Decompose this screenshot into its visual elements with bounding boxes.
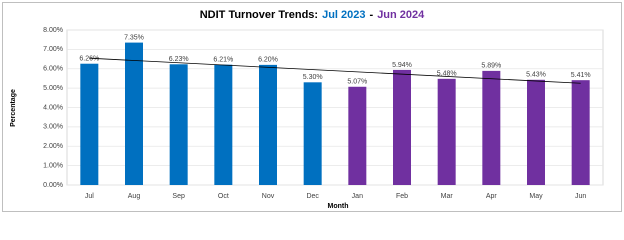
x-tick-label: Nov bbox=[262, 193, 275, 200]
bar bbox=[214, 64, 233, 185]
title-part: Jul 2023 bbox=[322, 9, 365, 21]
x-tick-label: Apr bbox=[486, 193, 498, 200]
x-tick-label: Jul bbox=[85, 193, 94, 200]
x-tick-label: Oct bbox=[218, 193, 229, 200]
title-part: NDIT Turnover Trends: bbox=[200, 9, 318, 21]
bar bbox=[348, 86, 367, 185]
trendline bbox=[89, 57, 581, 84]
value-label: 6.20% bbox=[258, 57, 278, 64]
bar bbox=[80, 63, 99, 185]
bar bbox=[393, 69, 411, 185]
x-tick-label: Dec bbox=[306, 193, 319, 200]
x-tick-label: Jan bbox=[352, 193, 363, 200]
bar bbox=[482, 70, 501, 185]
y-tick-label: 4.00% bbox=[43, 104, 63, 111]
value-label: 5.41% bbox=[571, 72, 591, 79]
value-label: 5.94% bbox=[392, 62, 412, 69]
x-tick-label: Mar bbox=[441, 193, 454, 200]
y-tick-label: 3.00% bbox=[43, 124, 63, 131]
value-label: 5.89% bbox=[481, 63, 501, 70]
x-tick-label: Sep bbox=[172, 193, 185, 200]
bar bbox=[437, 78, 456, 185]
x-tick-label: Jun bbox=[575, 193, 586, 200]
y-tick-label: 7.00% bbox=[43, 46, 63, 53]
value-label: 5.48% bbox=[437, 71, 457, 78]
bar bbox=[169, 64, 188, 185]
value-label: 5.30% bbox=[303, 74, 323, 81]
value-label: 6.21% bbox=[213, 57, 233, 64]
chart-title: NDIT Turnover Trends: Jul 2023- Jun 2024 bbox=[200, 9, 425, 21]
x-axis-title: Month bbox=[328, 203, 349, 210]
bar bbox=[527, 79, 545, 185]
value-label: 5.07% bbox=[347, 79, 367, 86]
y-tick-label: 6.00% bbox=[43, 66, 63, 73]
value-label: 7.35% bbox=[124, 34, 144, 41]
y-tick-label: 2.00% bbox=[43, 143, 63, 150]
bar bbox=[125, 42, 143, 185]
title-part: Jun 2024 bbox=[377, 9, 425, 21]
bar bbox=[571, 80, 590, 185]
x-tick-label: Aug bbox=[128, 193, 141, 200]
y-tick-label: 1.00% bbox=[43, 162, 63, 169]
y-axis-title: Percentage bbox=[10, 89, 17, 127]
value-label: 6.26% bbox=[79, 56, 99, 63]
bar bbox=[303, 82, 322, 185]
y-tick-label: 8.00% bbox=[43, 27, 63, 34]
value-label: 5.43% bbox=[526, 72, 546, 79]
value-label: 6.23% bbox=[169, 56, 189, 63]
y-tick-label: 5.00% bbox=[43, 85, 63, 92]
bar bbox=[259, 64, 277, 185]
y-tick-label: 0.00% bbox=[43, 182, 63, 189]
x-tick-label: May bbox=[529, 193, 543, 200]
title-part: - bbox=[370, 9, 374, 21]
chart: NDIT Turnover Trends: Jul 2023- Jun 2024 M… bbox=[2, 2, 622, 212]
x-tick-label: Feb bbox=[396, 193, 408, 200]
